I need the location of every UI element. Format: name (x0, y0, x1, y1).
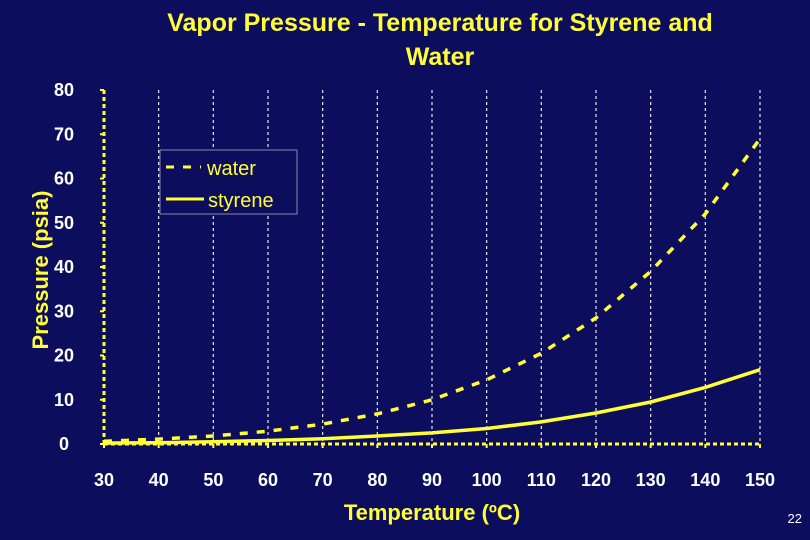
x-tick-label: 100 (472, 470, 502, 490)
y-tick-label: 70 (54, 124, 74, 144)
x-tick-label: 50 (203, 470, 223, 490)
x-tick-label: 130 (636, 470, 666, 490)
gridlines (158, 90, 761, 444)
y-tick-label: 30 (54, 301, 74, 321)
x-tick-label: 70 (313, 470, 333, 490)
x-tick-label: 120 (581, 470, 611, 490)
x-tick-label: 60 (258, 470, 278, 490)
chart-title: Vapor Pressure - Temperature for Styrene… (90, 6, 790, 74)
tick-labels: 0 10 20 30 40 50 60 70 80 30 40 50 60 70 80 90 100 110 120… (54, 80, 775, 490)
x-tick-label: 110 (527, 470, 556, 490)
y-tick-label: 50 (54, 213, 74, 233)
x-tick-label: 80 (367, 470, 387, 490)
series-lines (103, 137, 762, 445)
y-axis-label: Pressure (psia) (28, 191, 53, 350)
legend-styrene-label: styrene (208, 190, 274, 212)
x-tick-label: 150 (745, 470, 775, 490)
legend-box (159, 149, 298, 215)
chart-title-line1: Vapor Pressure - Temperature for Styrene… (167, 9, 713, 37)
y-tick-label: 60 (54, 169, 74, 189)
x-axis-label: Temperature (ºC) (344, 500, 520, 525)
slide-number: 22 (787, 511, 802, 526)
y-tick-label: 40 (54, 257, 74, 277)
y-tick-label: 80 (54, 80, 74, 100)
legend-water-label: water (206, 158, 256, 180)
x-tick-label: 140 (690, 470, 720, 490)
y-tick-label: 20 (54, 346, 74, 366)
legend: water styrene (159, 149, 298, 215)
y-tick-label: 10 (54, 390, 74, 410)
axes (100, 89, 761, 448)
x-tick-label: 40 (149, 470, 169, 490)
y-tick-label: 0 (59, 434, 69, 454)
chart-title-line2: Water (405, 43, 475, 71)
series-line-water (103, 137, 762, 444)
x-tick-label: 90 (422, 470, 442, 490)
x-tick-label: 30 (94, 470, 114, 490)
series-line-styrene (103, 368, 761, 445)
